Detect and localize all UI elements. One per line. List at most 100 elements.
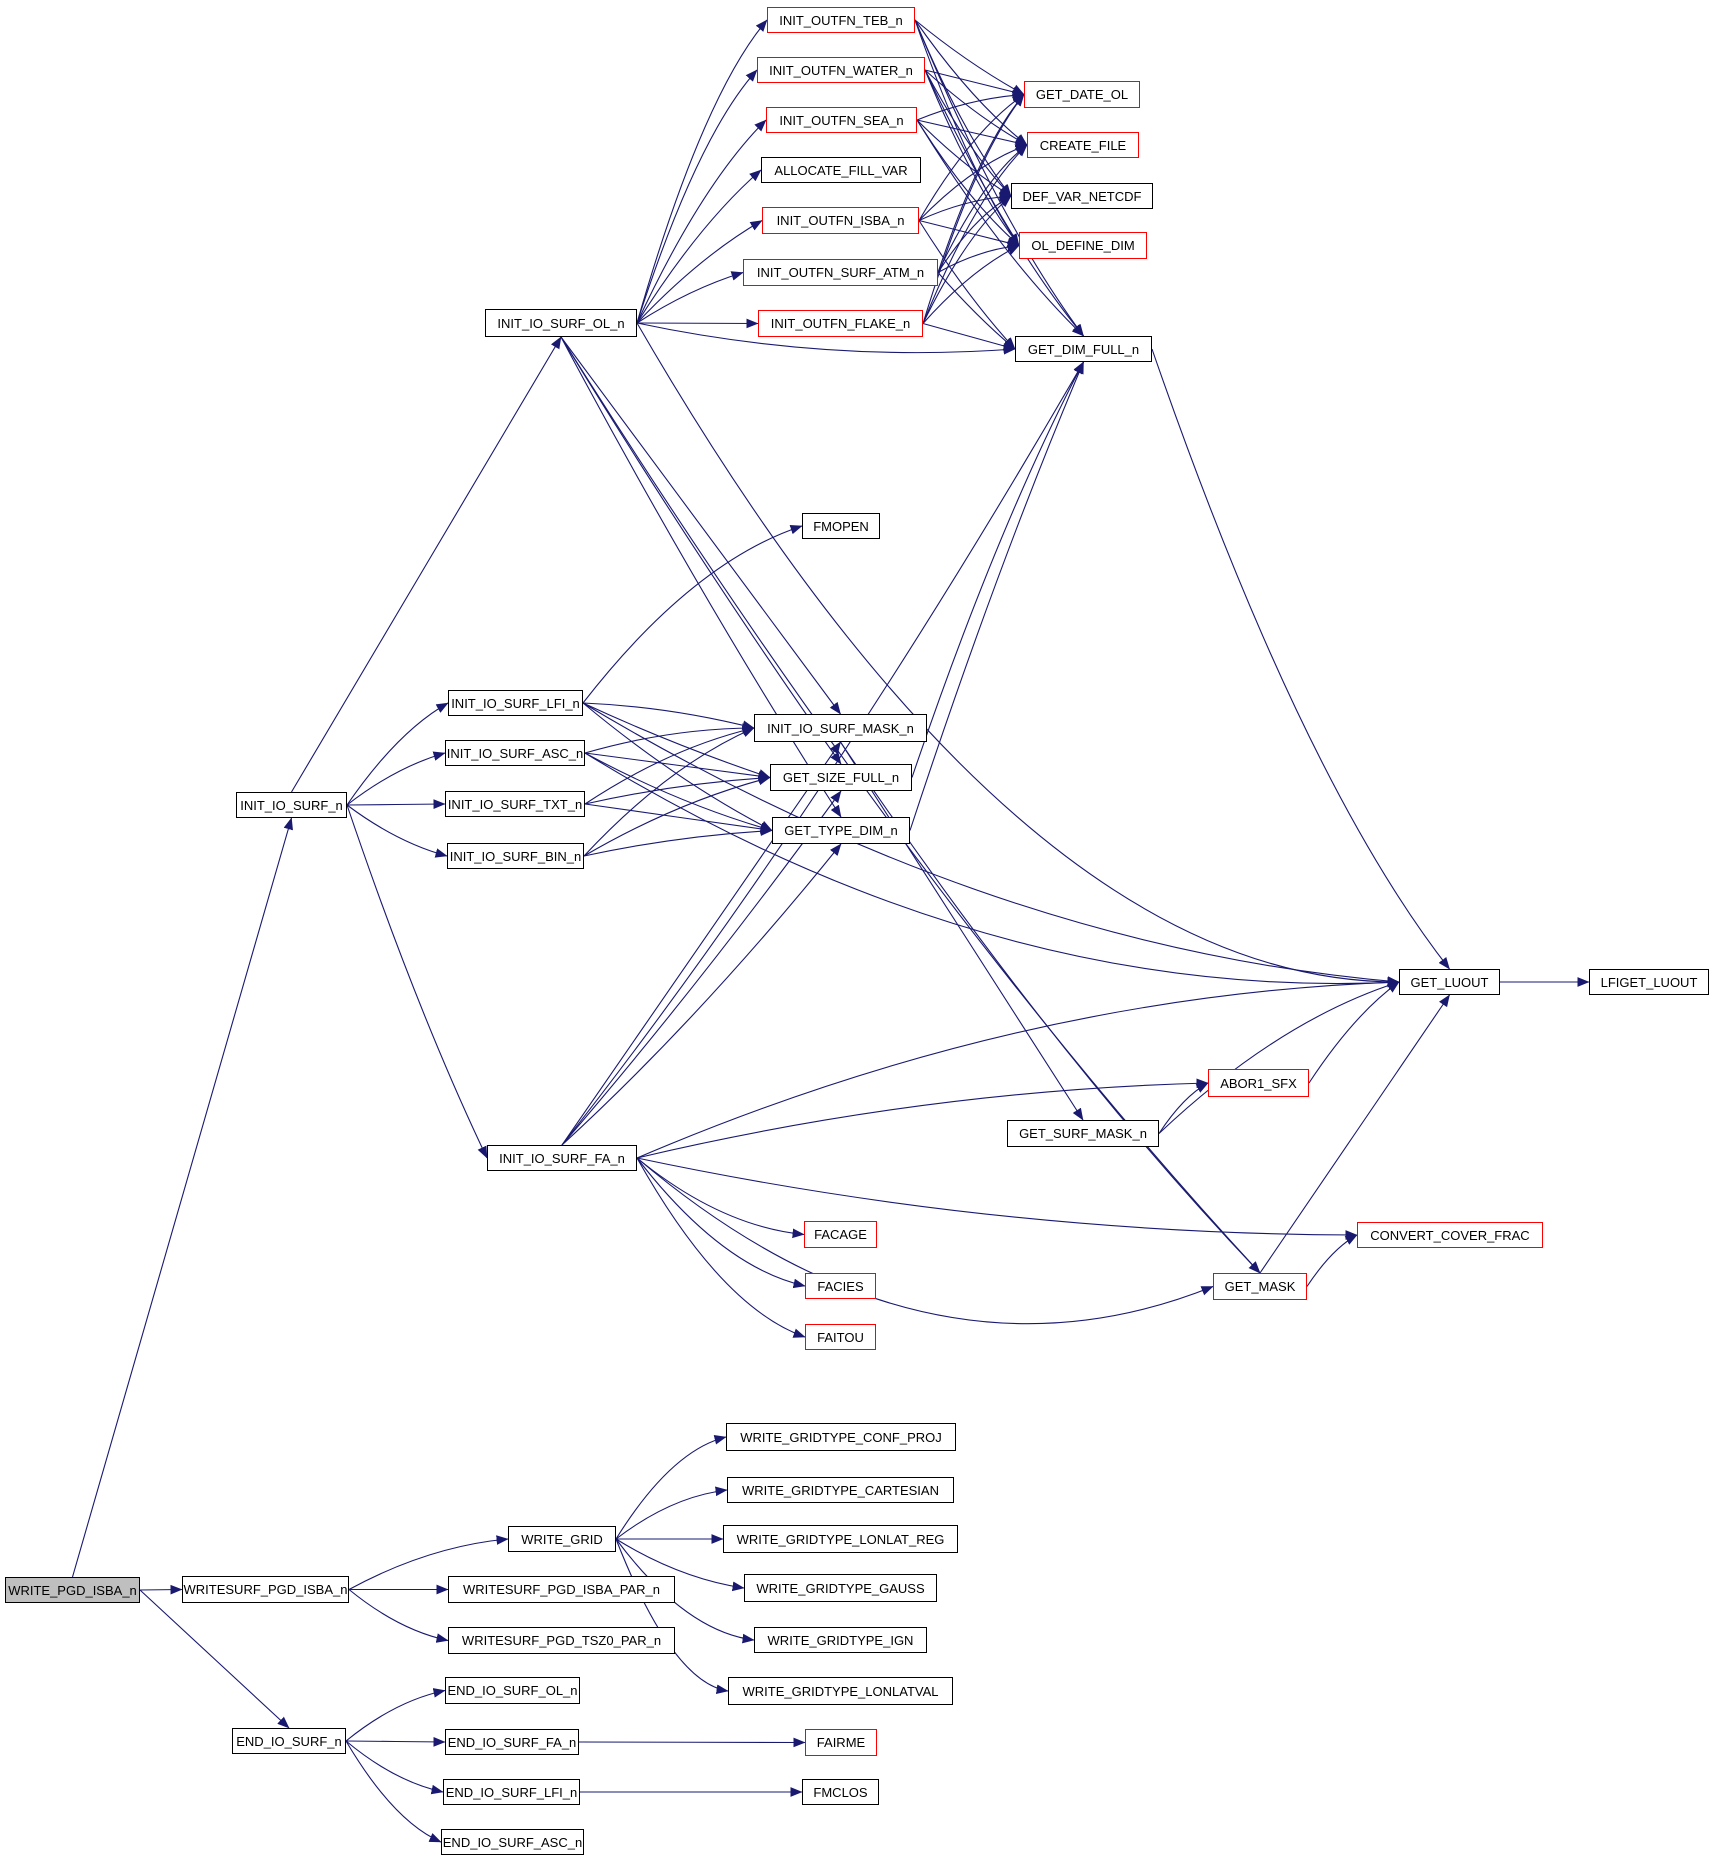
edge-init-outfn-water-n--def-var-netcdf: [924, 69, 1012, 197]
node-init-io-surf-asc-n[interactable]: INIT_IO_SURF_ASC_n: [445, 740, 585, 766]
node-writesurf-pgd-isba-par-n[interactable]: WRITESURF_PGD_ISBA_PAR_n: [448, 1576, 675, 1603]
edge-init-io-surf-ol-n--get-luout: [636, 322, 1400, 987]
node-abor1-sfx[interactable]: ABOR1_SFX: [1208, 1069, 1309, 1097]
edge-write-grid--write-gridtype-conf-proj: [615, 1435, 727, 1540]
node-facies[interactable]: FACIES: [805, 1273, 876, 1299]
edge-init-io-surf-asc-n--init-io-surf-mask-n: [584, 723, 755, 754]
node-write-gridtype-cartesian[interactable]: WRITE_GRIDTYPE_CARTESIAN: [727, 1477, 954, 1503]
edge-get-dim-full-n--get-luout: [1151, 348, 1450, 970]
edge-init-io-surf-ol-n--init-outfn-teb-n: [636, 19, 768, 324]
edge-end-io-surf-fa-n--fairme: [578, 1737, 806, 1748]
edge-init-io-surf-ol-n--get-dim-full-n: [636, 322, 1016, 355]
edge-init-io-surf-fa-n--get-type-dim-n: [561, 843, 842, 1146]
node-convert-cover-frac[interactable]: CONVERT_COVER_FRAC: [1357, 1222, 1543, 1248]
edge-writesurf-pgd-isba-n--write-grid: [348, 1535, 509, 1590]
node-init-io-surf-mask-n[interactable]: INIT_IO_SURF_MASK_n: [754, 714, 927, 742]
edge-write-pgd-isba-n--end-io-surf-n: [139, 1589, 290, 1729]
edge-init-io-surf-n--init-io-surf-bin-n: [346, 804, 448, 858]
node-get-size-full-n[interactable]: GET_SIZE_FULL_n: [770, 764, 912, 791]
edge-init-io-surf-ol-n--get-type-dim-n: [560, 336, 842, 818]
edge-init-io-surf-ol-n--init-outfn-flake-n: [636, 318, 759, 329]
node-fmclos[interactable]: FMCLOS: [802, 1779, 879, 1805]
edge-get-mask--convert-cover-frac: [1306, 1234, 1358, 1287]
node-init-outfn-teb-n[interactable]: INIT_OUTFN_TEB_n: [767, 7, 915, 33]
edge-init-io-surf-bin-n--init-io-surf-mask-n: [583, 727, 755, 857]
edge-init-io-surf-ol-n--get-size-full-n: [560, 336, 842, 765]
node-create-file[interactable]: CREATE_FILE: [1027, 132, 1139, 158]
edge-write-grid--write-gridtype-gauss: [615, 1538, 745, 1592]
edge-write-pgd-isba-n--init-io-surf-n: [71, 817, 293, 1578]
node-init-outfn-surf-atm-n[interactable]: INIT_OUTFN_SURF_ATM_n: [743, 259, 938, 286]
edge-init-outfn-flake-n--ol-define-dim: [922, 245, 1020, 324]
edge-init-io-surf-lfi-n--init-io-surf-mask-n: [582, 702, 755, 730]
edge-init-io-surf-bin-n--get-size-full-n: [583, 775, 771, 857]
edge-init-io-surf-fa-n--get-luout: [636, 977, 1400, 1159]
node-end-io-surf-lfi-n[interactable]: END_IO_SURF_LFI_n: [443, 1779, 580, 1805]
node-get-dim-full-n[interactable]: GET_DIM_FULL_n: [1015, 336, 1152, 362]
node-get-type-dim-n[interactable]: GET_TYPE_DIM_n: [772, 817, 910, 844]
node-write-gridtype-lonlat-reg[interactable]: WRITE_GRIDTYPE_LONLAT_REG: [723, 1525, 958, 1553]
edge-init-io-surf-txt-n--init-io-surf-mask-n: [584, 725, 755, 805]
edge-get-surf-mask-n--get-luout: [1158, 980, 1400, 1134]
node-writesurf-pgd-tsz0-par-n[interactable]: WRITESURF_PGD_TSZ0_PAR_n: [448, 1627, 675, 1654]
edge-init-io-surf-asc-n--get-luout: [584, 752, 1400, 988]
edge-init-io-surf-lfi-n--fmopen: [582, 524, 803, 704]
node-write-gridtype-gauss[interactable]: WRITE_GRIDTYPE_GAUSS: [744, 1574, 937, 1602]
edge-init-io-surf-ol-n--init-outfn-water-n: [636, 69, 758, 324]
node-facage[interactable]: FACAGE: [804, 1221, 877, 1248]
node-writesurf-pgd-isba-n[interactable]: WRITESURF_PGD_ISBA_n: [182, 1576, 349, 1603]
node-init-io-surf-n[interactable]: INIT_IO_SURF_n: [236, 792, 347, 818]
node-lfiget-luout[interactable]: LFIGET_LUOUT: [1589, 969, 1709, 995]
edge-init-io-surf-mask-n--get-surf-mask-n: [840, 741, 1084, 1121]
node-init-io-surf-lfi-n[interactable]: INIT_IO_SURF_LFI_n: [448, 690, 583, 716]
edge-init-io-surf-txt-n--get-type-dim-n: [584, 803, 773, 834]
edge-init-outfn-water-n--get-date-ol: [924, 69, 1025, 97]
node-get-luout[interactable]: GET_LUOUT: [1399, 969, 1500, 995]
node-write-gridtype-ign[interactable]: WRITE_GRIDTYPE_IGN: [754, 1627, 927, 1653]
node-get-mask[interactable]: GET_MASK: [1213, 1273, 1307, 1300]
node-write-gridtype-conf-proj[interactable]: WRITE_GRIDTYPE_CONF_PROJ: [726, 1423, 956, 1451]
node-init-outfn-flake-n[interactable]: INIT_OUTFN_FLAKE_n: [758, 310, 923, 337]
edge-init-outfn-flake-n--get-dim-full-n: [922, 322, 1016, 351]
node-def-var-netcdf[interactable]: DEF_VAR_NETCDF: [1011, 183, 1153, 209]
node-ol-define-dim[interactable]: OL_DEFINE_DIM: [1019, 232, 1147, 259]
node-end-io-surf-fa-n[interactable]: END_IO_SURF_FA_n: [445, 1729, 579, 1755]
edge-init-io-surf-n--init-io-surf-fa-n: [346, 804, 488, 1159]
node-end-io-surf-asc-n[interactable]: END_IO_SURF_ASC_n: [441, 1829, 584, 1855]
edge-init-io-surf-fa-n--get-mask: [636, 1157, 1214, 1325]
node-faitou[interactable]: FAITOU: [805, 1324, 876, 1350]
node-fairme[interactable]: FAIRME: [805, 1729, 877, 1756]
edge-init-io-surf-ol-n--allocate-fill-var: [636, 169, 762, 324]
edge-init-io-surf-lfi-n--get-type-dim-n: [582, 702, 773, 831]
node-get-surf-mask-n[interactable]: GET_SURF_MASK_n: [1007, 1120, 1159, 1147]
edge-init-outfn-teb-n--def-var-netcdf: [914, 19, 1012, 197]
node-write-grid[interactable]: WRITE_GRID: [508, 1526, 616, 1552]
edge-init-io-surf-n--init-io-surf-txt-n: [346, 799, 446, 809]
node-init-outfn-sea-n[interactable]: INIT_OUTFN_SEA_n: [766, 107, 917, 133]
node-init-outfn-isba-n[interactable]: INIT_OUTFN_ISBA_n: [762, 207, 919, 234]
edge-write-grid--write-gridtype-lonlatval: [615, 1538, 729, 1695]
node-end-io-surf-n[interactable]: END_IO_SURF_n: [232, 1728, 346, 1754]
edge-get-surf-mask-n--abor1-sfx: [1158, 1082, 1209, 1134]
edge-init-io-surf-lfi-n--get-luout: [582, 702, 1400, 986]
edge-init-outfn-flake-n--def-var-netcdf: [922, 195, 1012, 324]
node-fmopen[interactable]: FMOPEN: [802, 513, 880, 539]
edge-init-outfn-isba-n--get-date-ol: [918, 94, 1025, 221]
edge-init-io-surf-fa-n--facage: [636, 1157, 805, 1239]
node-init-io-surf-bin-n[interactable]: INIT_IO_SURF_BIN_n: [447, 843, 584, 869]
node-init-outfn-water-n[interactable]: INIT_OUTFN_WATER_n: [757, 57, 925, 83]
edge-init-outfn-flake-n--create-file: [922, 144, 1028, 324]
node-get-date-ol[interactable]: GET_DATE_OL: [1024, 81, 1140, 108]
edge-init-io-surf-fa-n--get-dim-full-n: [561, 361, 1084, 1146]
node-init-io-surf-ol-n[interactable]: INIT_IO_SURF_OL_n: [485, 309, 637, 337]
edge-end-io-surf-n--end-io-surf-asc-n: [345, 1740, 442, 1843]
edge-init-io-surf-lfi-n--get-size-full-n: [582, 702, 771, 779]
node-allocate-fill-var[interactable]: ALLOCATE_FILL_VAR: [761, 157, 921, 183]
edge-init-outfn-sea-n--def-var-netcdf: [916, 119, 1012, 197]
node-init-io-surf-fa-n[interactable]: INIT_IO_SURF_FA_n: [487, 1145, 637, 1171]
edge-writesurf-pgd-isba-n--writesurf-pgd-tsz0-par-n: [348, 1589, 449, 1643]
edge-init-io-surf-ol-n--init-outfn-isba-n: [636, 220, 763, 324]
node-init-io-surf-txt-n[interactable]: INIT_IO_SURF_TXT_n: [445, 791, 585, 817]
node-write-gridtype-lonlatval[interactable]: WRITE_GRIDTYPE_LONLATVAL: [728, 1677, 953, 1705]
node-end-io-surf-ol-n[interactable]: END_IO_SURF_OL_n: [445, 1677, 580, 1704]
